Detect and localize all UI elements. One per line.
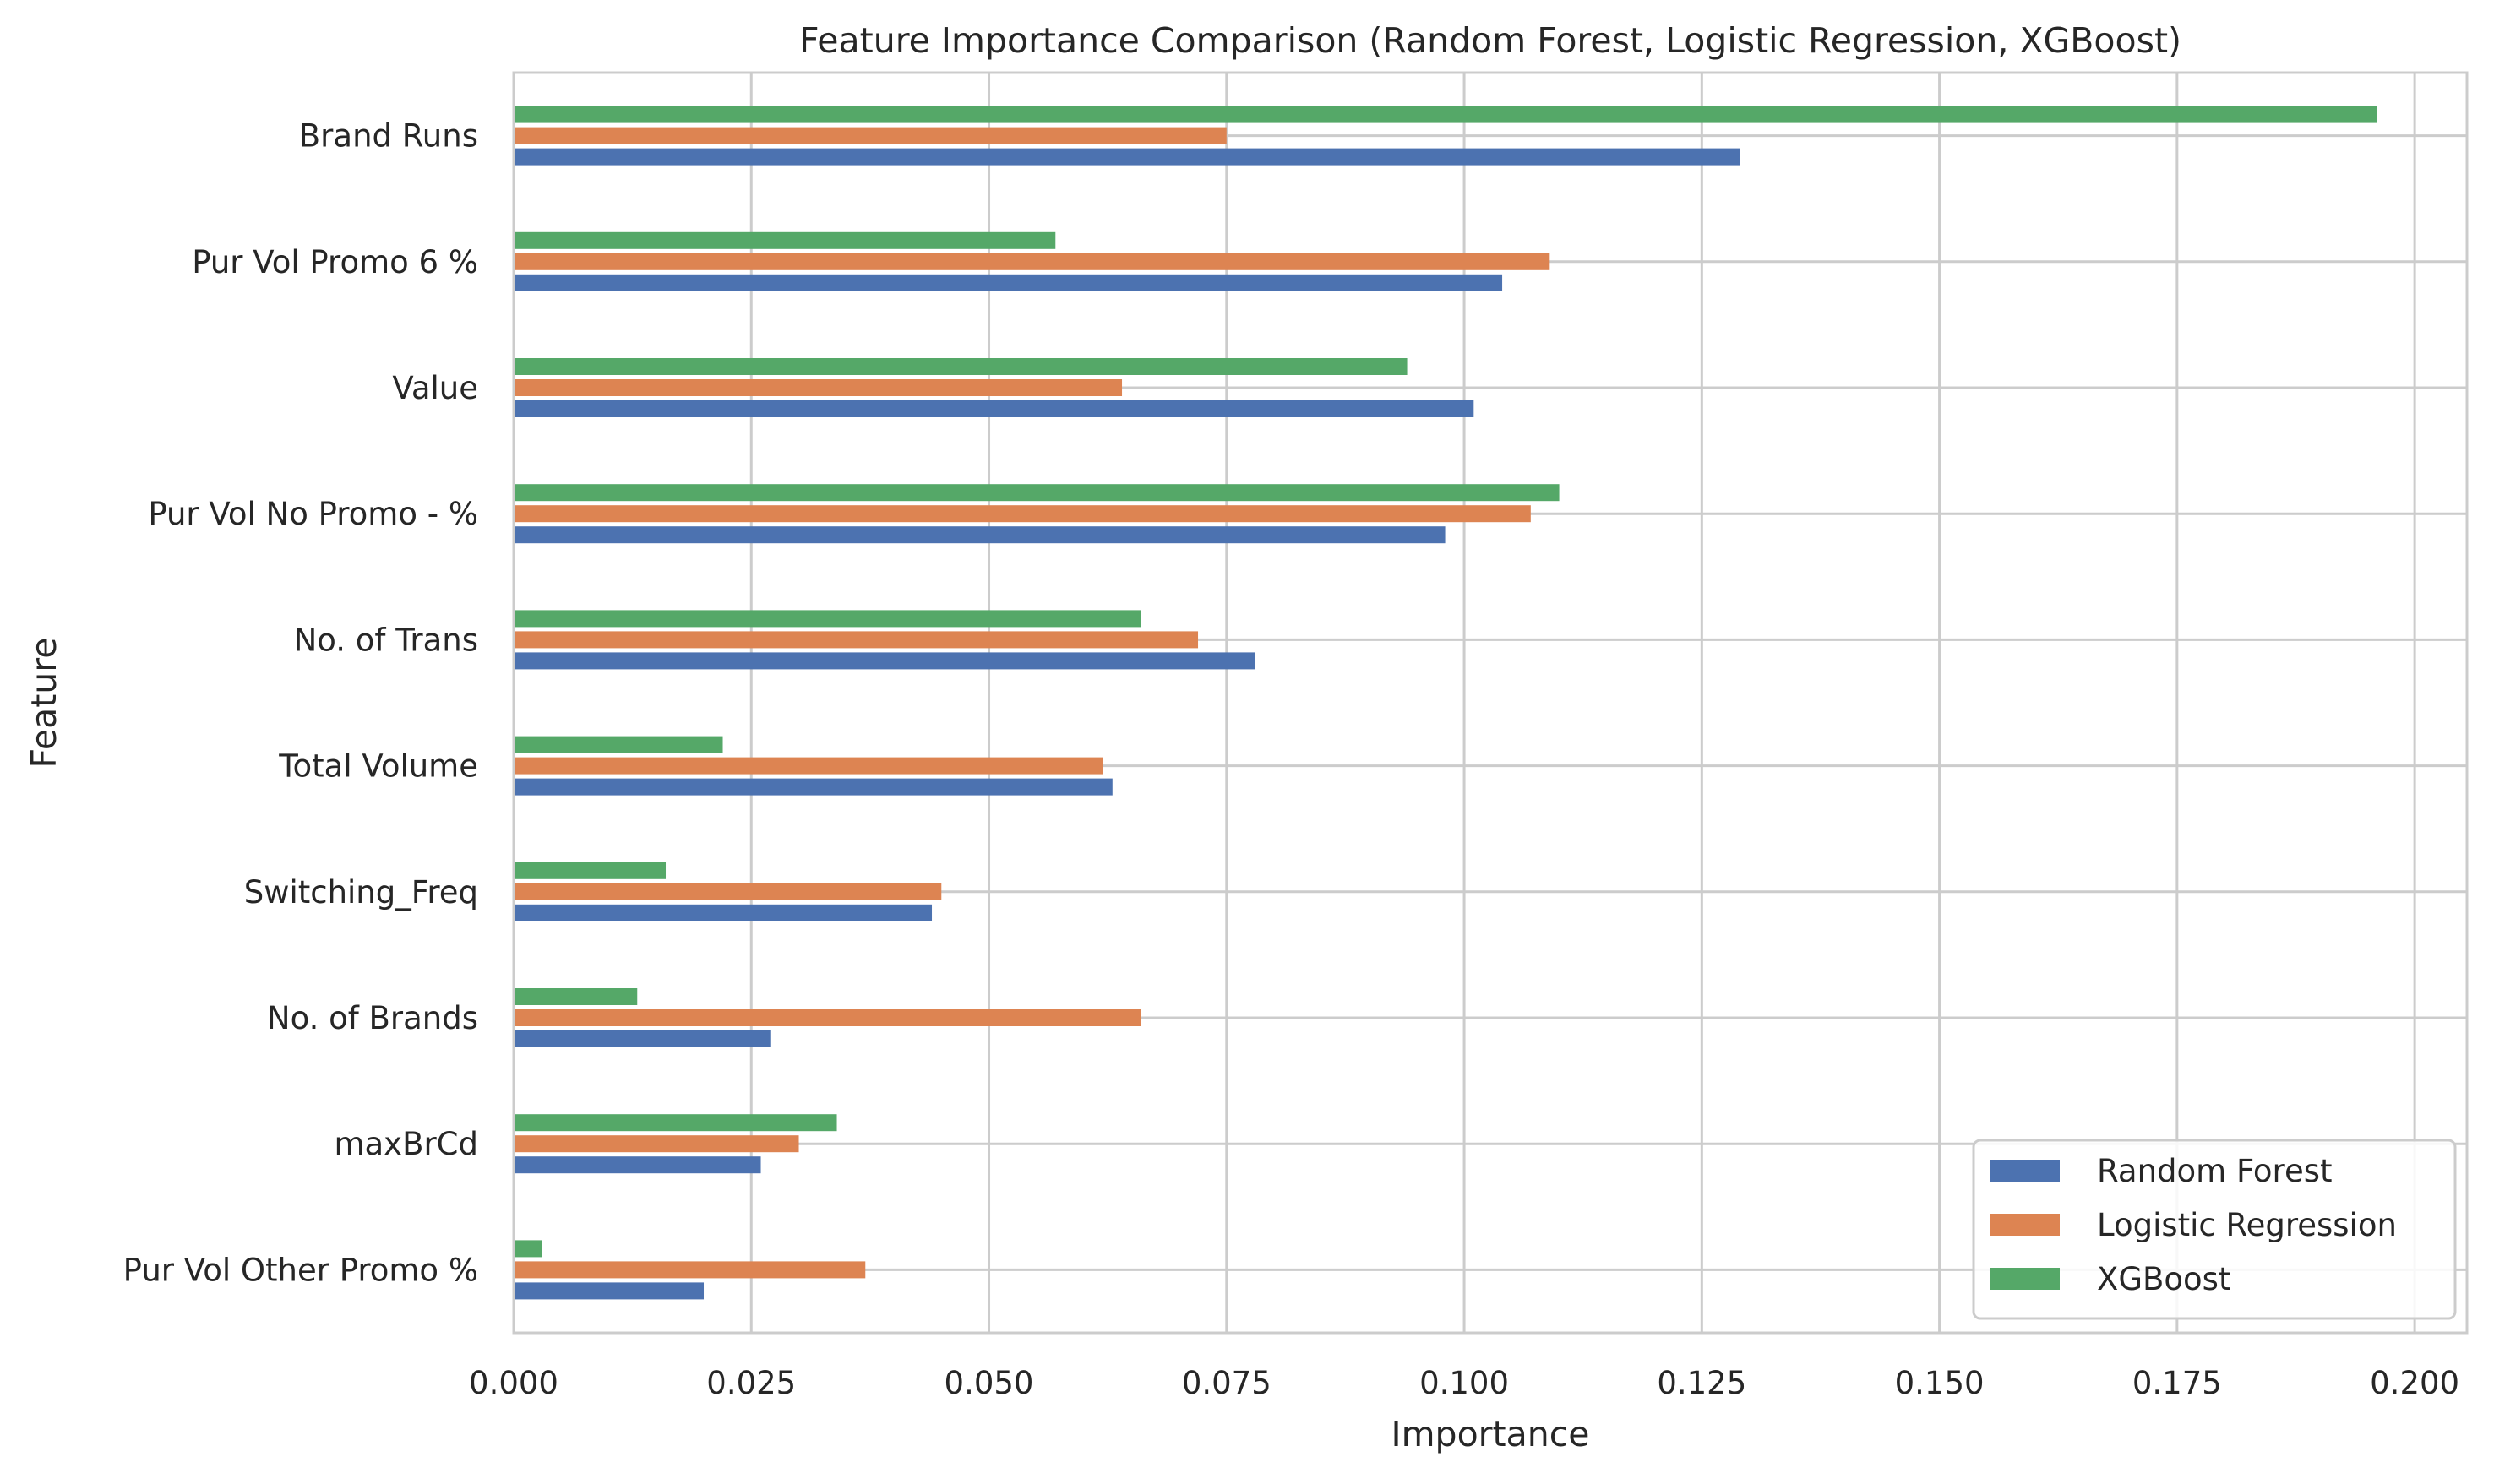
y-tick-label: Brand Runs [299,118,478,155]
bar-random-forest [514,778,1113,796]
y-tick-label: No. of Trans [294,622,478,658]
x-tick-label: 0.200 [2370,1365,2459,1401]
bar-random-forest [514,274,1503,291]
x-tick-labels: 0.000 0.025 0.050 0.075 0.100 0.125 0.150 0.175… [469,1365,2459,1401]
bar-logistic-regression [514,883,942,900]
bar-xgboost [514,988,638,1005]
legend-swatch-logistic-regression [1990,1214,2060,1236]
bar-xgboost [514,231,1056,249]
y-tick-label: Pur Vol No Promo - % [148,496,478,532]
bar-xgboost [514,1114,837,1132]
bar-random-forest [514,148,1740,166]
bar-xgboost [514,862,667,879]
bar-logistic-regression [514,505,1531,523]
legend-swatch-random-forest [1990,1160,2060,1182]
bar-xgboost [514,610,1141,628]
bar-random-forest [514,400,1474,417]
y-tick-label: Pur Vol Other Promo % [123,1252,478,1288]
plot-frame [512,71,2469,1335]
x-tick-label: 0.175 [2132,1365,2222,1401]
legend-swatch-xgboost [1990,1268,2060,1290]
bar-random-forest [514,1156,761,1174]
y-tick-label: No. of Brands [267,1000,478,1036]
bar-logistic-regression [514,379,1123,396]
x-tick-label: 0.150 [1895,1365,1985,1401]
x-tick-label: 0.075 [1182,1365,1272,1401]
legend: Random Forest Logistic Regression XGBoost [1972,1139,2457,1320]
bar-xgboost [514,484,1560,502]
bar-xgboost [514,106,2377,123]
x-tick-label: 0.125 [1657,1365,1746,1401]
x-tick-label: 0.050 [945,1365,1034,1401]
bar-logistic-regression [514,127,1227,144]
bar-random-forest [514,652,1255,670]
legend-label-random-forest: Random Forest [2097,1153,2333,1189]
x-tick-label: 0.000 [469,1365,558,1401]
chart-title: Feature Importance Comparison (Random Fo… [799,20,2181,61]
bar-random-forest [514,904,933,921]
bar-random-forest [514,1282,705,1300]
y-tick-label: maxBrCd [334,1126,478,1162]
y-tick-label: Switching_Freq [244,874,478,911]
x-tick-label: 0.100 [1419,1365,1509,1401]
bar-logistic-regression [514,1135,799,1153]
y-tick-labels: Brand Runs Pur Vol Promo 6 % Value Pur Vol … [123,118,478,1289]
bar-logistic-regression [514,1261,866,1279]
bar-random-forest [514,526,1446,544]
bar-logistic-regression [514,757,1103,775]
legend-label-logistic-regression: Logistic Regression [2097,1207,2397,1243]
bar-xgboost [514,736,723,753]
y-tick-label: Total Volume [278,748,478,785]
y-tick-label: Pur Vol Promo 6 % [192,244,478,280]
bar-logistic-regression [514,253,1550,270]
bar-logistic-regression [514,1009,1141,1026]
y-axis-label: Feature [24,638,64,769]
x-axis-label: Importance [1391,1414,1590,1454]
bar-xgboost [514,358,1408,375]
bars [514,106,2377,1300]
bar-logistic-regression [514,631,1199,649]
y-tick-label: Value [392,370,478,406]
legend-box [1972,1139,2457,1320]
bar-random-forest [514,1030,771,1047]
x-tick-label: 0.025 [706,1365,796,1401]
bar-xgboost [514,1240,542,1258]
legend-label-xgboost: XGBoost [2097,1261,2230,1297]
